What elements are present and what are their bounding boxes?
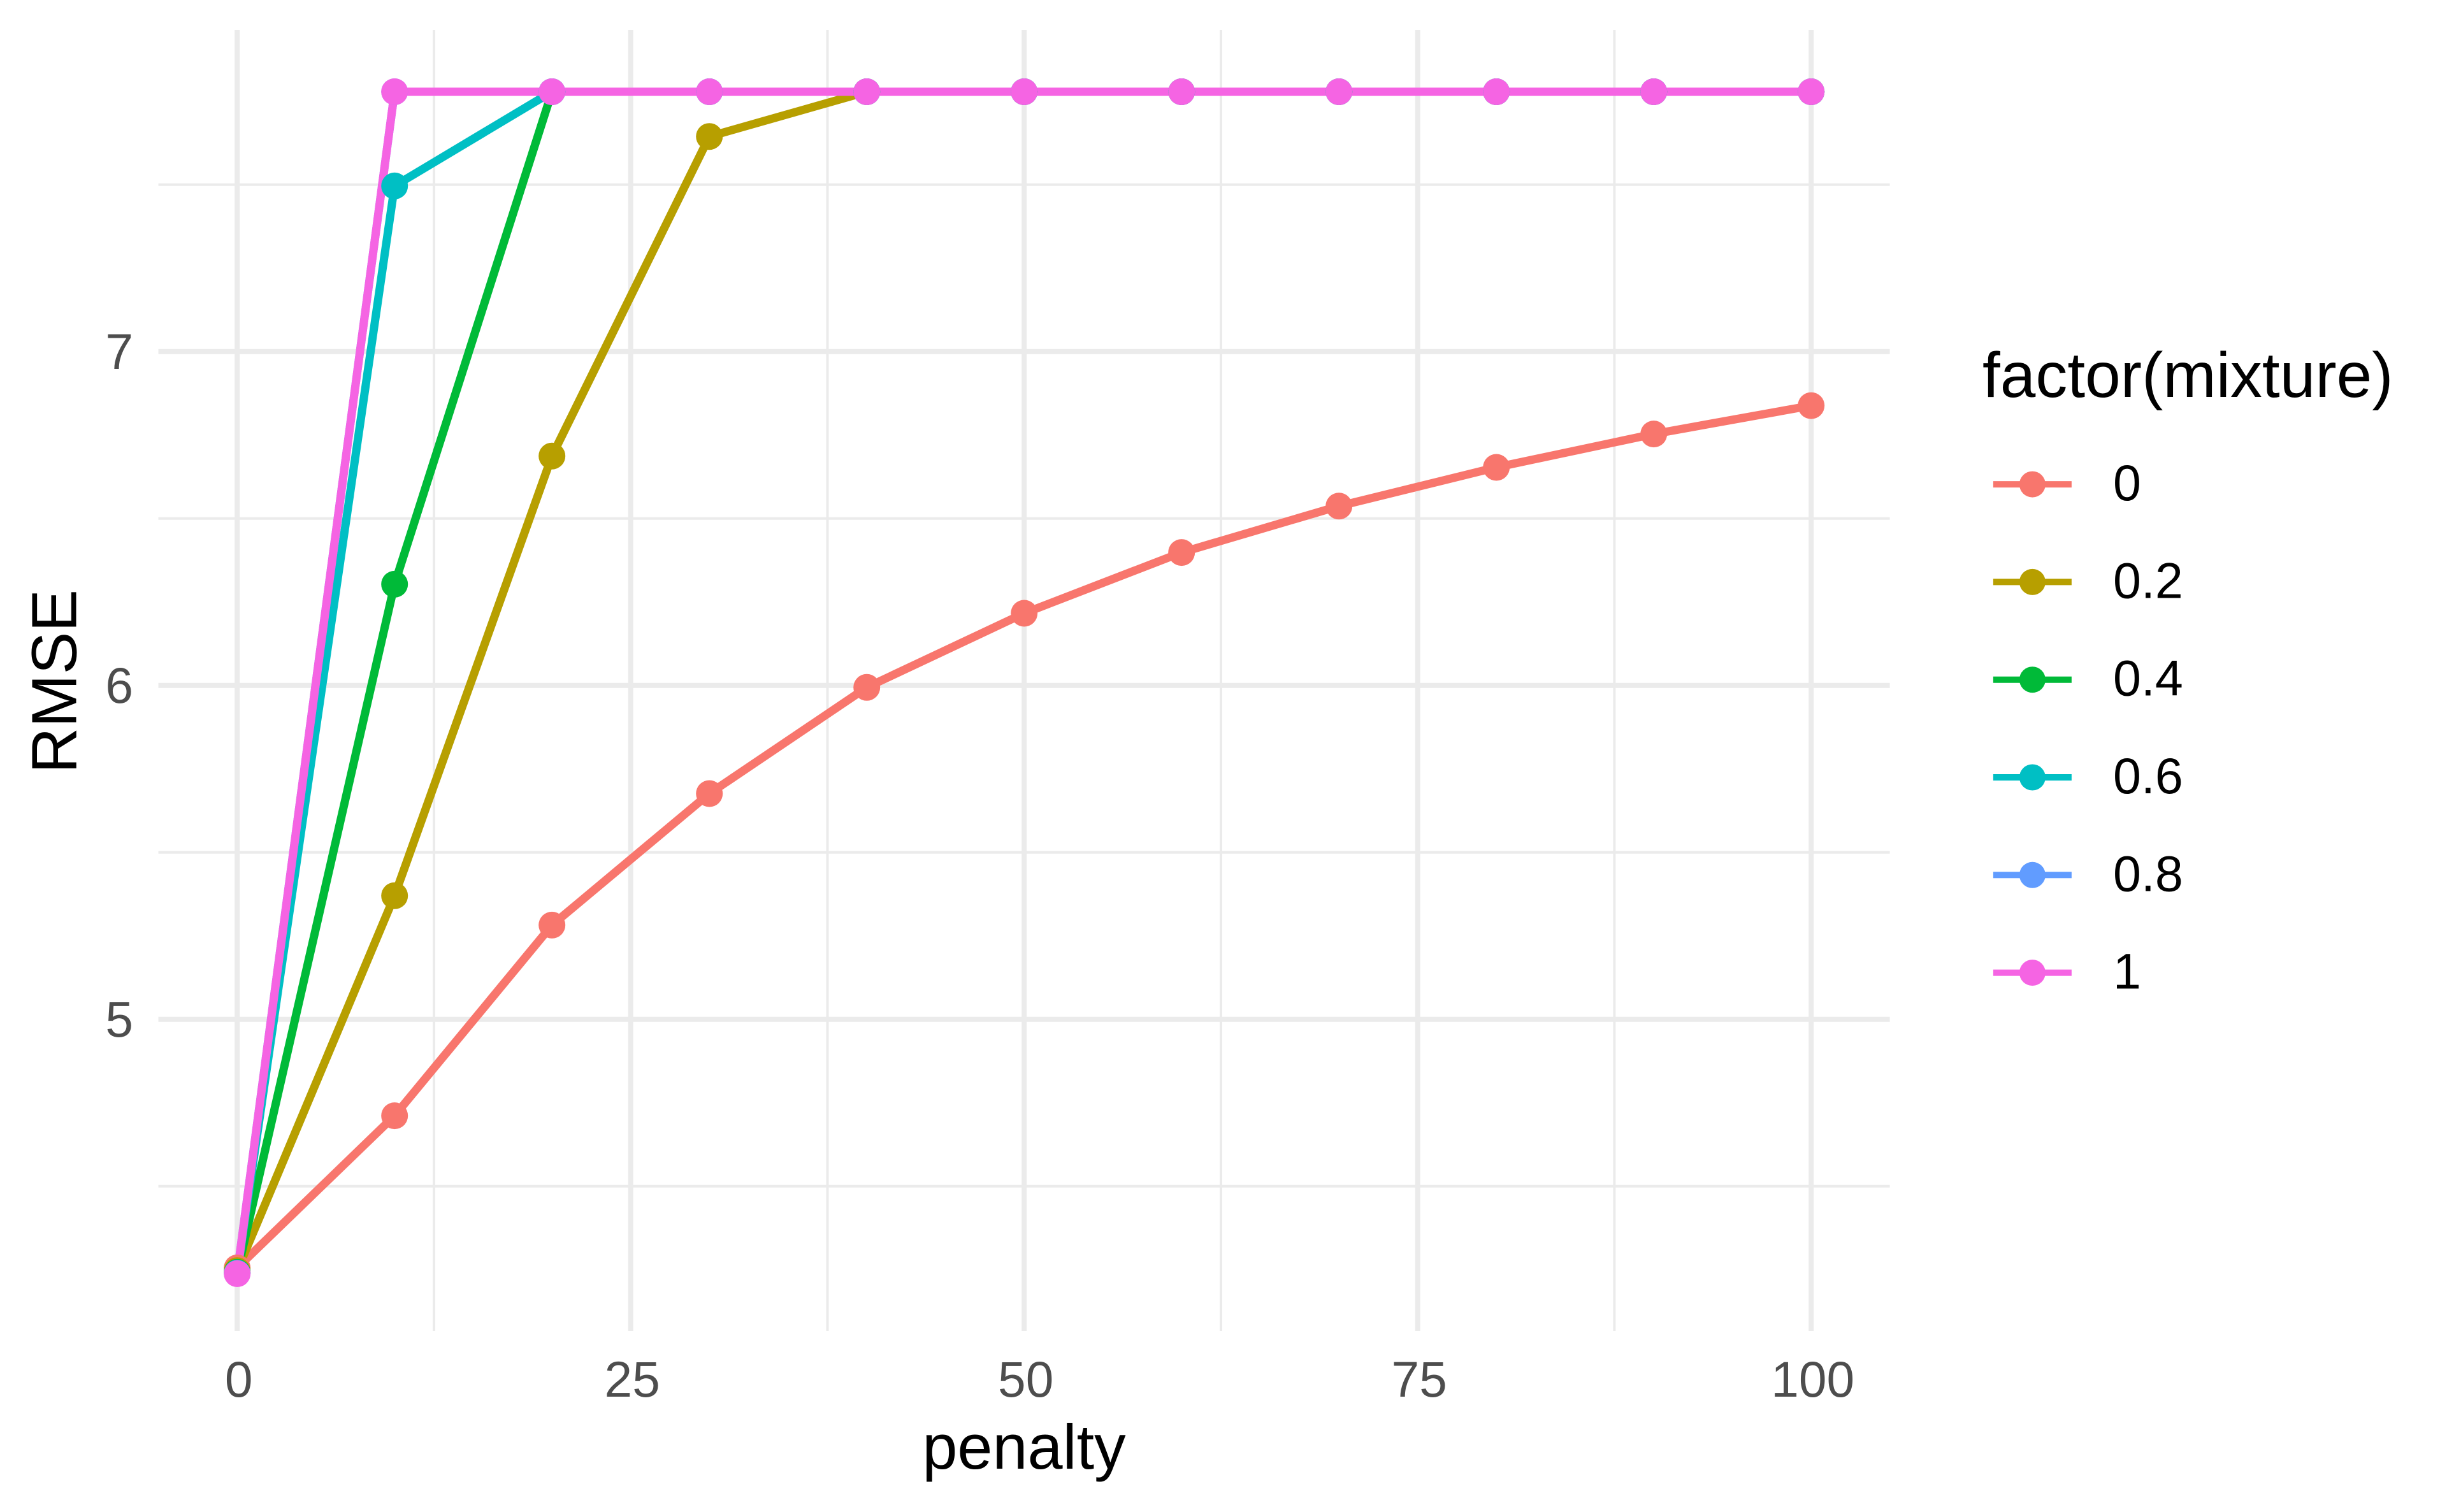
svg-text:0.8: 0.8 xyxy=(2113,845,2183,902)
svg-text:75: 75 xyxy=(1392,1351,1447,1408)
svg-text:0: 0 xyxy=(2113,454,2141,511)
svg-text:RMSE: RMSE xyxy=(18,589,90,774)
svg-text:0: 0 xyxy=(225,1351,253,1408)
svg-text:50: 50 xyxy=(998,1351,1053,1408)
svg-text:factor(mixture): factor(mixture) xyxy=(1982,340,2393,411)
svg-text:1: 1 xyxy=(2113,943,2141,1000)
svg-text:0.4: 0.4 xyxy=(2113,650,2183,707)
svg-text:25: 25 xyxy=(605,1351,660,1408)
svg-text:6: 6 xyxy=(105,658,133,714)
svg-text:0.2: 0.2 xyxy=(2113,552,2183,608)
svg-text:0.6: 0.6 xyxy=(2113,747,2183,804)
svg-text:penalty: penalty xyxy=(922,1411,1126,1482)
svg-text:100: 100 xyxy=(1771,1351,1854,1408)
svg-text:7: 7 xyxy=(105,324,133,380)
svg-text:5: 5 xyxy=(105,991,133,1048)
